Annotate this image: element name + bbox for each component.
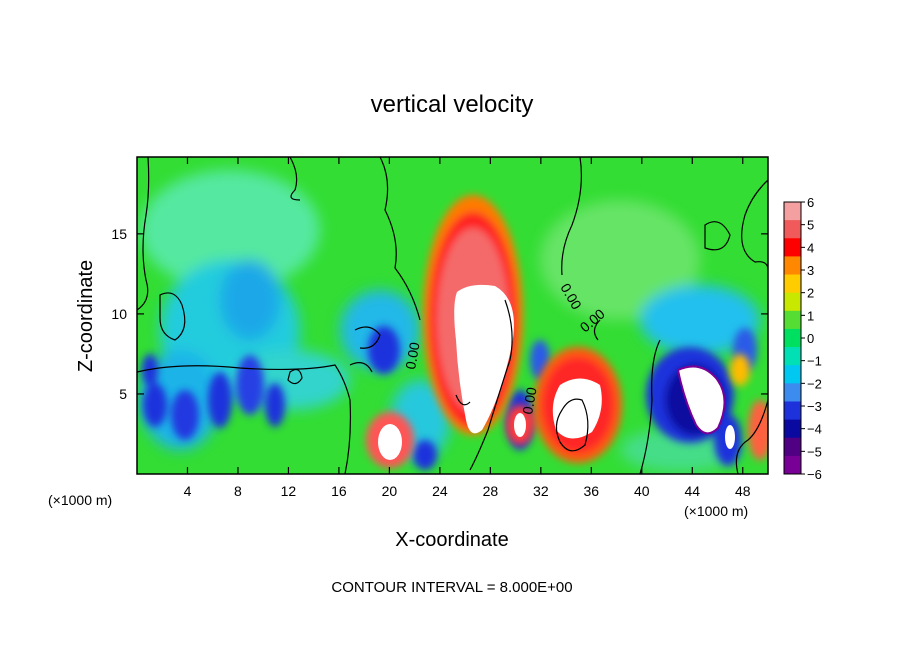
- colorbar-swatch: [784, 383, 801, 402]
- colorbar-tick-label: −4: [807, 422, 822, 437]
- colorbar-swatch: [784, 455, 801, 475]
- colorbar-tick-label: 6: [807, 195, 814, 210]
- x-tick-label: 20: [382, 483, 398, 499]
- x-unit-left: (×1000 m): [48, 492, 112, 508]
- chart-title: vertical velocity: [371, 91, 534, 118]
- y-tick-label: 5: [119, 386, 127, 402]
- colorbar-tick-label: 1: [807, 308, 814, 323]
- x-tick-label: 12: [281, 483, 297, 499]
- colorbar: 6 5 4 3 2 1 0 −1 −2 −3 −4 −5 −6: [783, 195, 822, 482]
- colorbar-tick-label: −6: [807, 467, 822, 482]
- colorbar-tick-label: −3: [807, 399, 822, 414]
- x-axis-title: X-coordinate: [395, 529, 508, 551]
- plot-frame: [136, 156, 769, 475]
- colorbar-swatch: [784, 256, 801, 276]
- colorbar-tick-label: −1: [807, 354, 822, 369]
- x-tick-label: 16: [331, 483, 347, 499]
- contour-interval-note: CONTOUR INTERVAL = 8.000E+00: [331, 579, 572, 596]
- x-tick-label: 44: [684, 483, 700, 499]
- colorbar-swatch: [784, 310, 801, 330]
- y-axis-title: Z-coordinate: [75, 260, 97, 372]
- colorbar-tick-label: 0: [807, 331, 814, 346]
- colorbar-swatch: [784, 419, 801, 439]
- x-unit-right: (×1000 m): [684, 503, 748, 519]
- colorbar-swatch: [784, 365, 801, 384]
- colorbar-swatch: [784, 437, 801, 457]
- y-tick-label: 15: [111, 226, 127, 242]
- x-tick-label: 40: [634, 483, 650, 499]
- x-tick-label: 4: [184, 483, 192, 499]
- contour-lines: [137, 157, 768, 474]
- contour-label: 0.00: [519, 386, 540, 416]
- colorbar-tick-label: −5: [807, 444, 822, 459]
- colorbar-swatch: [784, 328, 801, 348]
- heatmap-field: [137, 157, 768, 474]
- contour-label: 0.00: [402, 341, 423, 371]
- colorbar-swatch: [784, 347, 801, 366]
- x-tick-label: 28: [483, 483, 499, 499]
- colorbar-swatch: [784, 220, 801, 239]
- colorbar-swatch: [784, 202, 801, 221]
- colorbar-tick-label: 3: [807, 263, 814, 278]
- colorbar-swatch: [784, 238, 801, 257]
- x-tick-label: 36: [584, 483, 600, 499]
- colorbar-swatch: [784, 401, 801, 421]
- colorbar-swatch: [784, 292, 801, 312]
- x-tick-label: 8: [234, 483, 242, 499]
- x-tick-label: 32: [533, 483, 549, 499]
- x-axis: 4 8 12 16 20 24 28 32 36 40 44 48: [184, 157, 751, 499]
- colorbar-swatch: [784, 274, 801, 294]
- colorbar-tick-label: −2: [807, 376, 822, 391]
- colorbar-tick-label: 5: [807, 218, 814, 233]
- colorbar-tick-label: 4: [807, 240, 814, 255]
- colorbar-tick-label: 2: [807, 286, 814, 301]
- x-tick-label: 24: [432, 483, 448, 499]
- x-tick-label: 48: [735, 483, 751, 499]
- y-axis: 5 10 15: [111, 226, 768, 402]
- y-tick-label: 10: [111, 306, 127, 322]
